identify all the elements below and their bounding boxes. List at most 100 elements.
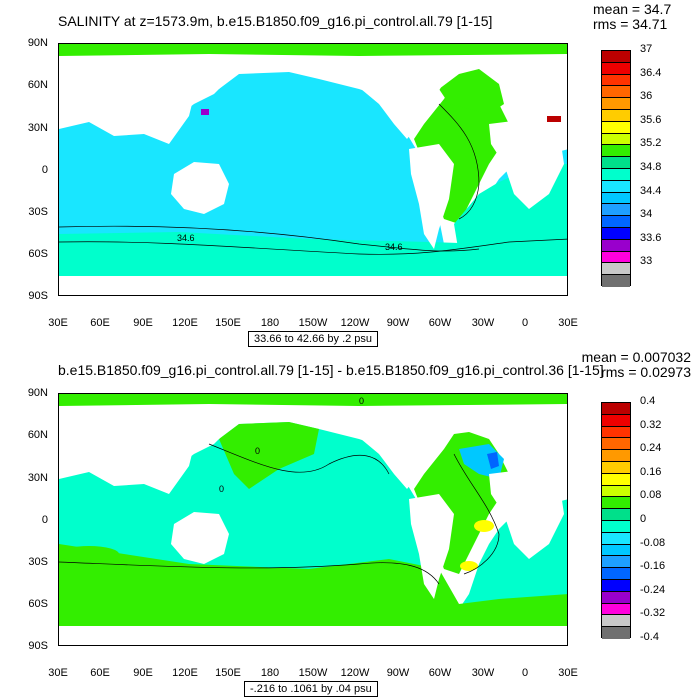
colorbar-cell — [602, 544, 630, 557]
south-atlantic-high — [460, 561, 478, 571]
panel-title: b.e15.B1850.f09_g16.pi_control.all.79 [1… — [58, 362, 604, 378]
rms-value: rms = 0.02973 — [601, 364, 691, 380]
lon-label: 60W — [428, 317, 452, 329]
colorbar-label: -0.32 — [640, 607, 666, 620]
colorbar-cell — [602, 216, 630, 228]
lon-label: 180 — [260, 317, 280, 329]
lat-label: 0 — [41, 514, 48, 526]
lon-label: 150W — [298, 317, 328, 329]
contour-line — [208, 443, 390, 475]
colorbar-label: 36 — [640, 90, 653, 103]
contour-line — [453, 453, 500, 575]
colorbar-boxes — [601, 50, 631, 287]
australia — [171, 512, 229, 564]
lon-label: 120W — [340, 667, 370, 679]
colorbar-cell — [602, 51, 630, 63]
europe — [504, 419, 567, 474]
colorbar-cell — [602, 157, 630, 169]
west-pacific-green — [219, 422, 319, 489]
africa — [489, 119, 564, 209]
lat-label: 60S — [28, 598, 48, 610]
colorbar-label: -0.16 — [640, 560, 666, 573]
contour-info-box: 33.66 to 42.66 by .2 psu — [248, 331, 379, 347]
colorbar-cell — [602, 74, 630, 87]
colorbar-cell — [602, 591, 630, 604]
lon-label: 60E — [90, 667, 110, 679]
southern-ocean — [59, 232, 567, 276]
colorbar-label: 35.2 — [640, 137, 662, 150]
colorbar-label: 35.6 — [640, 113, 662, 126]
colorbar-cell — [602, 461, 630, 474]
colorbar-cell — [602, 192, 630, 205]
colorbar-label: 0.4 — [640, 395, 656, 407]
colorbar-cell — [602, 263, 630, 276]
contour-label: 34.6 — [385, 242, 403, 252]
lon-label: 30E — [48, 667, 68, 679]
arctic-ocean — [59, 394, 567, 406]
colorbar-cell — [602, 204, 630, 217]
north-atlantic-dark — [487, 452, 499, 469]
lon-label: 90E — [133, 317, 153, 329]
lon-label: 150W — [298, 667, 328, 679]
colorbar — [601, 50, 631, 287]
colorbar-boxes — [601, 402, 631, 639]
atlantic-high — [474, 520, 494, 532]
contour-line — [59, 238, 567, 255]
contour-line — [438, 103, 480, 220]
colorbar-cell — [602, 180, 630, 193]
colorbar-cell — [602, 579, 630, 592]
lon-label: 0 — [521, 667, 529, 679]
colorbar-label: 0 — [640, 513, 647, 525]
colorbar-label: 0.08 — [640, 489, 662, 502]
colorbar-label: 34.8 — [640, 161, 662, 173]
lon-label: 120E — [172, 317, 198, 329]
africa — [489, 469, 564, 559]
lon-label: 150E — [215, 317, 241, 329]
north-america — [319, 406, 449, 489]
colorbar-cell — [602, 627, 630, 639]
colorbar-label: 0.16 — [640, 465, 662, 478]
lon-label: 60W — [428, 667, 452, 679]
colorbar-cell — [602, 403, 630, 415]
lat-label: 90S — [28, 290, 48, 302]
colorbar-cell — [602, 509, 630, 521]
stats-block: mean = 0.007032 rms = 0.02973 — [561, 350, 691, 380]
mean-value: mean = 0.007032 — [581, 349, 691, 365]
colorbar-cell — [602, 532, 630, 545]
mediterranean — [547, 116, 561, 122]
colorbar-label: 36.4 — [640, 66, 662, 79]
colorbar-label: 34 — [640, 208, 653, 221]
asia — [59, 406, 234, 474]
colorbar-cell — [602, 615, 630, 628]
colorbar-cell — [602, 485, 630, 498]
colorbar-cell — [602, 109, 630, 122]
colorbar-cell — [602, 227, 630, 240]
contour-line — [59, 561, 440, 585]
colorbar-cell — [602, 568, 630, 580]
lon-label: 30W — [471, 317, 495, 329]
lat-label: 30S — [28, 556, 48, 568]
colorbar-cell — [602, 168, 630, 181]
lon-label: 120W — [340, 317, 370, 329]
lon-label: 120E — [172, 667, 198, 679]
lat-label: 30N — [27, 122, 48, 134]
colorbar-label: 33.6 — [640, 231, 662, 244]
colorbar-cell — [602, 603, 630, 616]
lat-label: 60N — [27, 429, 48, 441]
colorbar-cell — [602, 473, 630, 486]
lat-label: 90N — [27, 387, 48, 399]
lat-label: 30N — [27, 472, 48, 484]
lat-label: 60S — [28, 248, 48, 260]
lon-label: 0 — [521, 317, 529, 329]
lon-label: 30E — [48, 317, 68, 329]
mean-value: mean = 34.7 — [593, 1, 672, 17]
lon-label: 90E — [133, 667, 153, 679]
colorbar-cell — [602, 121, 630, 134]
difference-panel: b.e15.B1850.f09_g16.pi_control.all.79 [1… — [0, 350, 700, 700]
lat-label: 30S — [28, 206, 48, 218]
colorbar-cell — [602, 414, 630, 427]
europe — [504, 69, 567, 124]
lon-label: 90W — [386, 317, 410, 329]
lon-label: 90W — [386, 667, 410, 679]
contour-label: 0 — [255, 446, 260, 456]
